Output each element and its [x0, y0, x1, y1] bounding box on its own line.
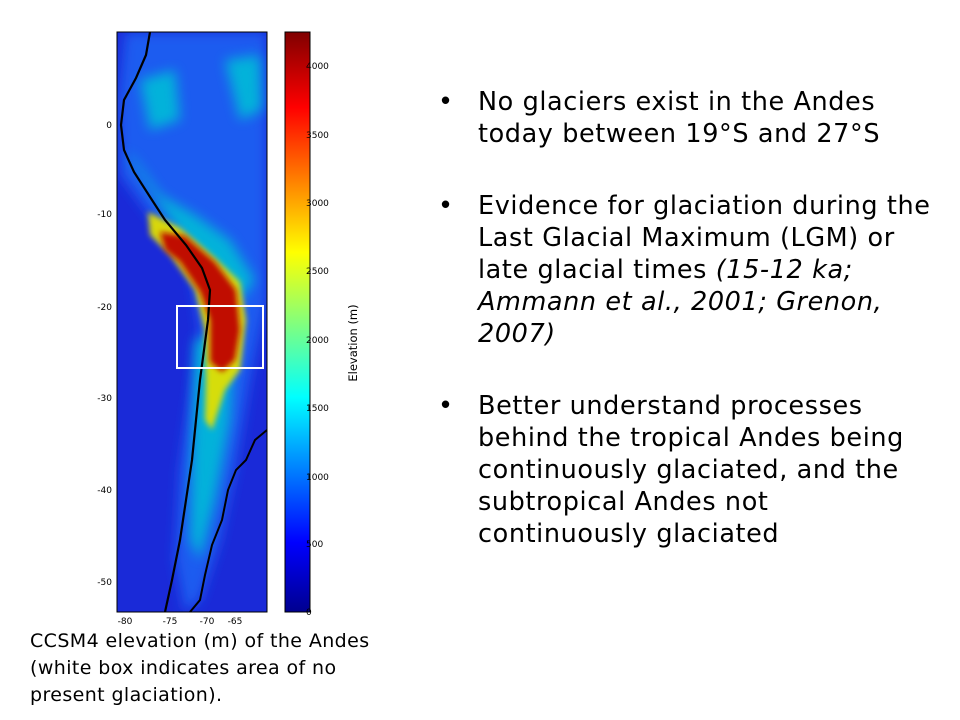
x-tick-label: -65	[228, 617, 243, 625]
colorbar-tick-label: 500	[306, 540, 323, 550]
colorbar-tick-label: 1500	[306, 404, 329, 414]
colorbar-tick-label: 2000	[306, 336, 329, 346]
y-tick-label: -10	[97, 210, 112, 220]
y-tick-label: -30	[97, 394, 112, 404]
colorbar-tick-label: 3500	[306, 131, 329, 141]
bullet-item: • No glaciers exist in the Andes today b…	[438, 86, 938, 150]
colorbar	[284, 31, 311, 613]
y-tick-label: 0	[106, 121, 112, 131]
x-tick-label: -80	[118, 617, 133, 625]
colorbar-tick-label: 3000	[306, 199, 329, 209]
andes-elevation-map-figure: 0 -10 -20 -30 -40 -50 -80 -75 -70 -65 40…	[97, 31, 360, 625]
map-y-axis: 0 -10 -20 -30 -40 -50	[97, 121, 112, 588]
colorbar-tick-label: 2500	[306, 267, 329, 277]
colorbar-label: Elevation (m)	[346, 304, 360, 381]
land-peak-elevation	[160, 232, 240, 372]
bullet-text: Better understand processes behind the t…	[478, 391, 904, 549]
colorbar-ticks: 4000 3500 3000 2500 2000 1500 1000 500 0	[306, 62, 329, 618]
caption-line: CCSM4 elevation (m) of the Andes	[30, 630, 370, 652]
land-low-elevation	[118, 32, 267, 612]
land-high-elevation	[148, 212, 246, 430]
colorbar-tick-label: 4000	[306, 62, 329, 72]
bullet-citation: (15-12 ka; Ammann et al., 2001; Grenon, …	[478, 255, 883, 349]
caption-line: present glaciation).	[30, 684, 223, 706]
bullet-item: • Evidence for glaciation during the Las…	[438, 190, 938, 350]
bullet-list: • No glaciers exist in the Andes today b…	[438, 86, 938, 590]
map-x-axis: -80 -75 -70 -65	[118, 617, 243, 625]
map-frame	[116, 31, 268, 613]
figure-caption: CCSM4 elevation (m) of the Andes (white …	[30, 628, 450, 709]
bullet-dot: •	[438, 391, 454, 421]
bullet-item: • Better understand processes behind the…	[438, 390, 938, 550]
bullet-text: Evidence for glaciation during the Last …	[478, 191, 931, 285]
no-glaciation-box	[176, 305, 264, 369]
y-tick-label: -40	[97, 486, 112, 496]
x-tick-label: -70	[200, 617, 215, 625]
bullet-dot: •	[438, 87, 454, 117]
bullet-text: No glaciers exist in the Andes today bet…	[478, 87, 881, 149]
caption-line: (white box indicates area of no	[30, 657, 337, 679]
coastline	[119, 32, 212, 612]
coastline-east	[189, 429, 267, 612]
bullet-dot: •	[438, 191, 454, 221]
y-tick-label: -20	[97, 303, 112, 313]
y-tick-label: -50	[97, 578, 112, 588]
x-tick-label: -75	[163, 617, 178, 625]
colorbar-tick-label: 1000	[306, 473, 329, 483]
colorbar-tick-label: 0	[306, 608, 312, 618]
